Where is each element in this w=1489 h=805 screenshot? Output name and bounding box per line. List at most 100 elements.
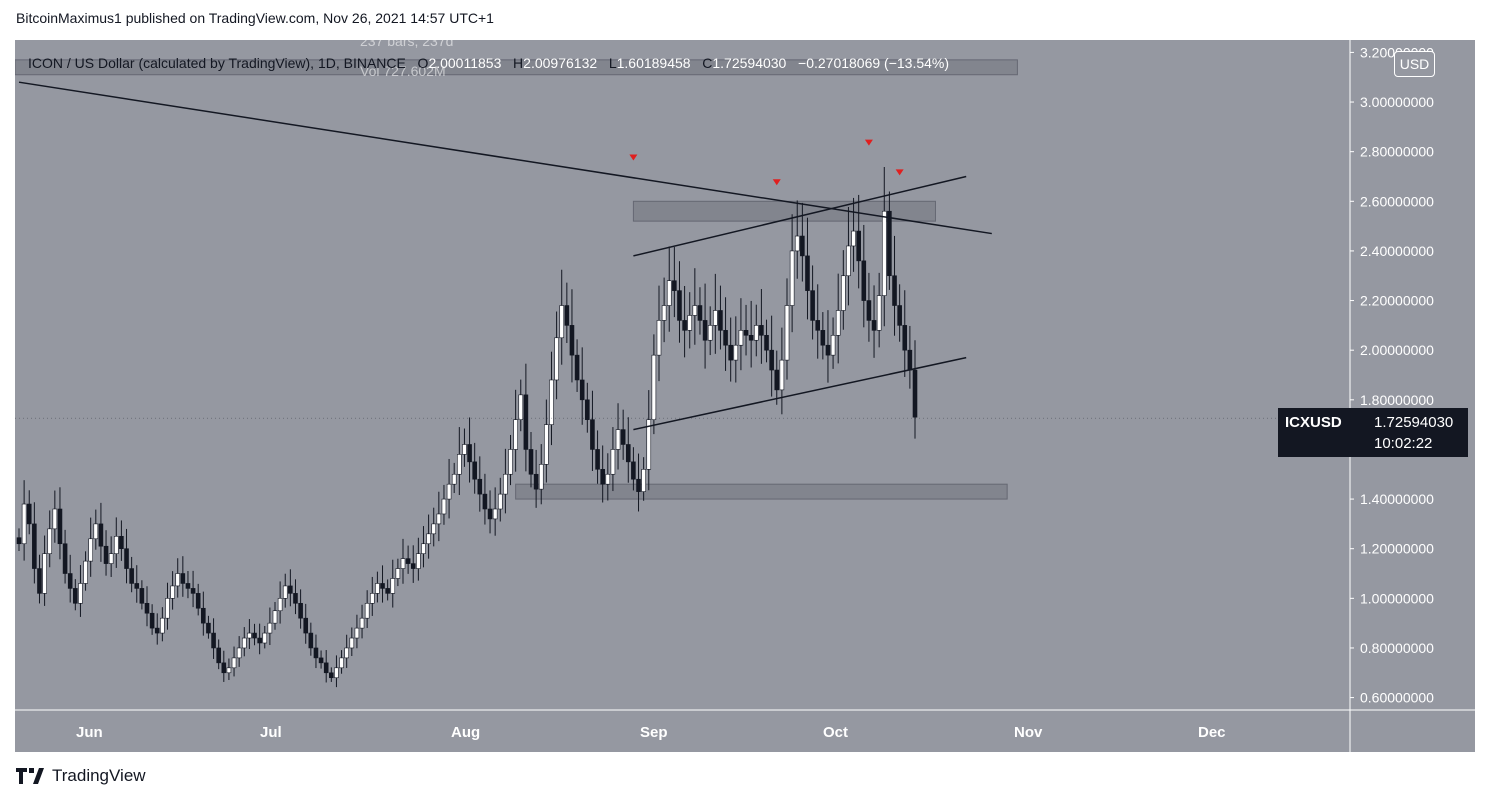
candle-body <box>313 647 319 659</box>
resistance-marker <box>772 179 781 186</box>
candle-body <box>231 657 237 669</box>
candle-body <box>113 535 119 554</box>
candle-body <box>774 369 780 391</box>
candle-body <box>661 305 667 321</box>
candle-body <box>789 250 795 306</box>
candle-body <box>201 607 206 624</box>
candle-body <box>625 444 631 463</box>
candle-body <box>784 305 790 361</box>
candle-body <box>743 330 749 336</box>
candle-body <box>815 320 821 331</box>
open-label: O <box>417 55 429 71</box>
candle-body <box>421 543 426 554</box>
publisher-line: BitcoinMaximus1 published on TradingView… <box>16 10 494 26</box>
close-label: C <box>702 55 713 71</box>
candle-body <box>636 478 641 492</box>
candle-body <box>533 473 539 490</box>
last-price-tag: ICXUSD 1.72594030 10:02:22 <box>1278 408 1468 457</box>
price-chart[interactable]: 0.60000000 0.80000000 1.00000000 1.20000000… <box>15 40 1475 752</box>
bars-count-label: 237 bars, 237d <box>360 33 454 49</box>
candle-body <box>124 548 129 569</box>
candle-body <box>226 667 232 674</box>
candle-body <box>600 468 605 485</box>
candle-body <box>574 354 580 381</box>
candle-body <box>518 394 524 420</box>
candle-body <box>441 498 447 515</box>
last-price-value: 1.72594030 <box>1374 414 1454 431</box>
candle-body <box>912 369 918 418</box>
candle-body <box>907 349 913 371</box>
candle-body <box>277 598 283 612</box>
candle-body <box>298 602 303 619</box>
candle-body <box>876 295 882 331</box>
price-tick-label: 2.60000000 <box>1360 193 1434 209</box>
currency-button[interactable]: USD <box>1394 51 1435 77</box>
tradingview-logo[interactable]: TradingView <box>16 766 146 786</box>
price-tick-label: 1.20000000 <box>1360 541 1434 557</box>
candle-body <box>257 637 262 644</box>
candle-body <box>221 662 227 674</box>
low-value: 1.60189458 <box>616 55 691 71</box>
change-value: −0.27018069 (−13.54%) <box>798 55 950 71</box>
candle-body <box>47 528 53 554</box>
time-tick-label: Oct <box>823 724 848 741</box>
candle-body <box>37 568 42 594</box>
candle-body <box>119 535 124 550</box>
time-tick-label: Aug <box>451 724 480 741</box>
tradingview-logo-icon <box>16 768 44 784</box>
candle-body <box>282 585 288 599</box>
candle-body <box>677 290 682 321</box>
candle-body <box>861 260 867 301</box>
candle-body <box>293 593 298 604</box>
candle-body <box>585 399 590 420</box>
candle-body <box>738 330 744 346</box>
candle-body <box>390 578 396 594</box>
open-value: 2.00011853 <box>428 55 502 71</box>
candle-body <box>416 553 421 569</box>
candle-body <box>339 657 344 669</box>
price-tick-label: 2.00000000 <box>1360 342 1434 358</box>
price-tick-label: 1.00000000 <box>1360 590 1434 606</box>
resistance-marker <box>864 139 873 146</box>
candle-body <box>538 464 544 490</box>
candle-body <box>195 593 201 609</box>
candle-body <box>487 508 493 520</box>
candle-body <box>590 419 595 450</box>
candle-body <box>605 473 611 485</box>
candle-body <box>467 444 472 463</box>
price-tick-label: 0.60000000 <box>1360 690 1434 706</box>
candle-body <box>308 632 314 649</box>
candle-body <box>713 310 718 326</box>
candle-body <box>364 602 370 619</box>
candle-body <box>144 602 150 614</box>
candle-body <box>687 315 693 331</box>
candle-body <box>451 473 457 485</box>
candle-body <box>247 632 252 639</box>
chart-area[interactable]: 0.60000000 0.80000000 1.00000000 1.20000000… <box>15 40 1475 752</box>
candle-body <box>810 290 815 321</box>
ohlc-legend: ICON / US Dollar (calculated by TradingV… <box>28 55 949 71</box>
candle-body <box>329 672 334 679</box>
candle-body <box>902 325 908 351</box>
candle-body <box>334 667 339 679</box>
candle-body <box>559 305 565 339</box>
candle-body <box>492 508 498 520</box>
candle-body <box>851 230 856 247</box>
candle-body <box>513 419 518 450</box>
candle-body <box>549 379 554 425</box>
candle-body <box>800 235 805 257</box>
candle-body <box>554 337 559 381</box>
candle-body <box>359 617 365 629</box>
candle-body <box>528 449 534 475</box>
candle-body <box>728 344 733 361</box>
candle-body <box>369 593 375 604</box>
candle-body <box>206 622 211 634</box>
candle-body <box>400 558 406 569</box>
candle-body <box>57 508 63 545</box>
bar-countdown: 10:02:22 <box>1374 435 1433 452</box>
time-tick-label: Jun <box>76 724 103 741</box>
tradingview-wordmark: TradingView <box>52 766 146 785</box>
candle-body <box>631 461 636 480</box>
candle-body <box>825 344 831 356</box>
time-tick-label: Nov <box>1014 724 1043 741</box>
